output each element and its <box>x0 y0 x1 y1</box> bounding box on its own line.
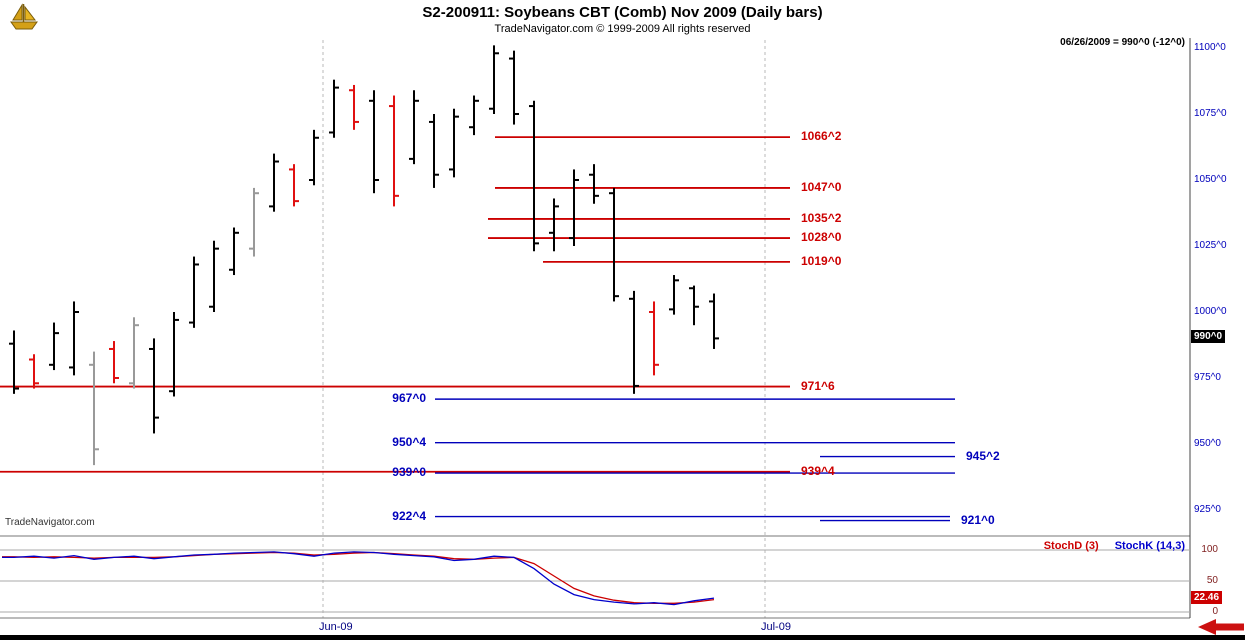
watermark-text: TradeNavigator.com <box>5 517 95 528</box>
stochk-legend-label: StochK (14,3) <box>1114 540 1185 552</box>
stoch-value-badge: 22.46 <box>1191 591 1223 604</box>
stoch-line-stochk-14-3- <box>2 551 715 606</box>
chart-title: S2-200911: Soybeans CBT (Comb) Nov 2009 … <box>422 4 823 21</box>
stoch-legend: StochD (3) StochK (14,3) <box>1044 540 1185 552</box>
last-price-badge: 990^0 <box>1191 330 1226 343</box>
tradenavigator-logo-icon <box>8 3 40 38</box>
last-quote-readout: 06/26/2009 = 990^0 (-12^0) <box>1060 37 1185 48</box>
stochd-legend-label: StochD (3) <box>1043 540 1099 552</box>
scroll-left-arrow-icon[interactable] <box>1196 618 1245 640</box>
copyright-subtitle: TradeNavigator.com © 1999-2009 All right… <box>494 23 751 35</box>
stoch-line-stochd-3- <box>2 551 715 604</box>
bottom-scrollbar-track <box>0 635 1245 640</box>
